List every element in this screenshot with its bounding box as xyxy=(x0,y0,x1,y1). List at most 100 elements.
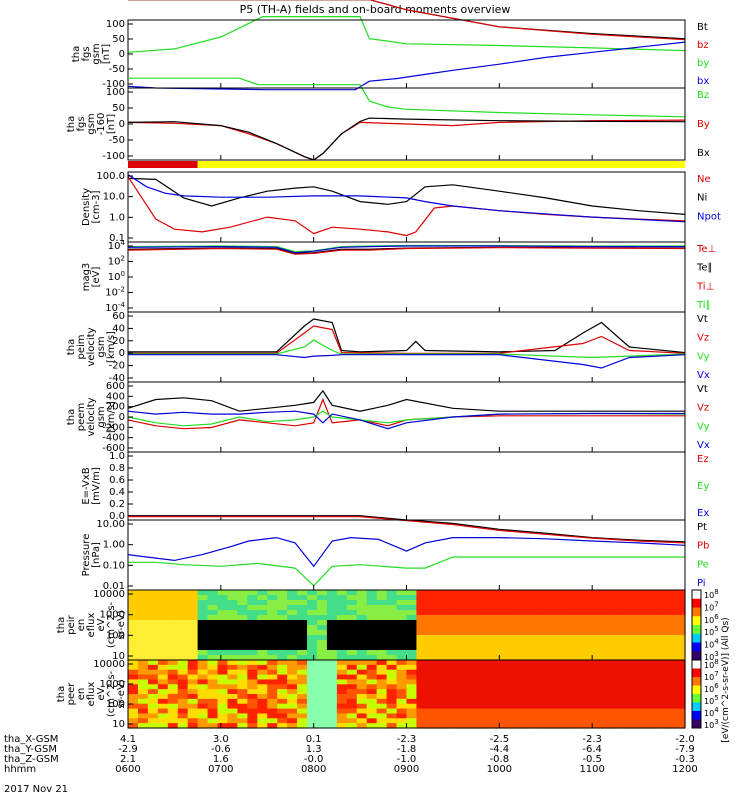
heatmap-cell xyxy=(446,590,457,596)
colorbar-tick-label: 106 xyxy=(704,613,719,625)
heatmap-cell xyxy=(525,640,537,646)
heatmap-cell xyxy=(416,600,427,606)
heatmap-cell xyxy=(257,590,268,596)
heatmap-cell xyxy=(267,703,278,710)
heatmap-cell xyxy=(386,635,398,641)
heatmap-cell xyxy=(456,600,467,606)
heatmap-cell xyxy=(277,664,288,671)
heatmap-cell xyxy=(197,718,209,724)
heatmap-cell xyxy=(595,708,607,715)
heatmap-cell xyxy=(645,625,656,631)
panel-label: tha xyxy=(66,409,77,425)
heatmap-cell xyxy=(326,630,338,636)
heatmap-cell xyxy=(366,660,378,666)
heatmap-cell xyxy=(426,595,437,601)
heatmap-cell xyxy=(396,664,408,671)
legend-entry: Vy xyxy=(697,421,710,432)
heatmap-cell xyxy=(157,605,169,611)
heatmap-cell xyxy=(535,595,547,601)
heatmap-cell xyxy=(277,708,288,715)
heatmap-cell xyxy=(456,605,467,611)
heatmap-cell xyxy=(635,664,646,671)
heatmap-cell xyxy=(287,630,298,636)
heatmap-cell xyxy=(326,669,338,676)
heatmap-cell xyxy=(386,625,398,631)
heatmap-cell xyxy=(326,595,338,601)
heatmap-cell xyxy=(177,664,189,671)
heatmap-cell xyxy=(346,595,358,601)
heatmap-cell xyxy=(446,684,457,690)
heatmap-cell xyxy=(525,630,537,636)
heatmap-cell xyxy=(406,679,418,685)
heatmap-cell xyxy=(287,723,298,729)
heatmap-cell xyxy=(555,600,567,606)
heatmap-cell xyxy=(565,610,577,616)
panel-label: [nPa] xyxy=(91,542,102,568)
series-line-bx xyxy=(127,41,686,91)
heatmap-cell xyxy=(496,625,507,631)
heatmap-cell xyxy=(545,684,557,690)
heatmap-cell xyxy=(396,684,408,690)
heatmap-cell xyxy=(366,600,378,606)
heatmap-cell xyxy=(187,669,199,676)
heatmap-cell xyxy=(316,620,328,626)
heatmap-cell xyxy=(167,708,179,715)
heatmap-cell xyxy=(376,620,388,626)
heatmap-cell xyxy=(496,664,507,671)
heatmap-cell xyxy=(575,610,587,616)
heatmap-cell xyxy=(396,655,408,661)
heatmap-cell xyxy=(287,660,298,666)
heatmap-cell xyxy=(366,664,378,671)
heatmap-cell xyxy=(316,610,328,616)
heatmap-cell xyxy=(336,620,348,626)
heatmap-cell xyxy=(496,723,507,729)
panel-label: Density xyxy=(81,188,92,226)
heatmap-cell xyxy=(297,625,308,631)
heatmap-cell xyxy=(277,625,288,631)
heatmap-cell xyxy=(605,684,616,690)
heatmap-cell xyxy=(456,615,467,621)
heatmap-cell xyxy=(655,698,666,705)
heatmap-cell xyxy=(376,698,388,705)
heatmap-cell xyxy=(446,645,457,651)
heatmap-cell xyxy=(157,723,169,729)
heatmap-cell xyxy=(496,645,507,651)
heatmap-cell xyxy=(426,703,437,710)
heatmap-cell xyxy=(207,660,219,666)
heatmap-cell xyxy=(655,708,666,715)
heatmap-cell xyxy=(426,625,437,631)
heatmap-cell xyxy=(128,689,139,695)
heatmap-cell xyxy=(177,590,189,596)
colorbar-tick-label: 105 xyxy=(704,694,719,706)
heatmap-cell xyxy=(615,645,626,651)
heatmap-cell xyxy=(316,718,328,724)
heatmap-cell xyxy=(257,664,268,671)
ephemeris-value: -4.4 xyxy=(490,744,510,755)
heatmap-cell xyxy=(505,590,517,596)
heatmap-cell xyxy=(336,595,348,601)
heatmap-cell xyxy=(316,684,328,690)
heatmap-cell xyxy=(466,590,477,596)
heatmap-cell xyxy=(585,674,597,681)
heatmap-cell xyxy=(287,718,298,724)
legend-entry: Ni xyxy=(697,193,707,204)
heatmap-cell xyxy=(655,655,666,661)
heatmap-cell xyxy=(177,620,189,626)
heatmap-cell xyxy=(257,645,268,651)
heatmap-cell xyxy=(436,595,447,601)
heatmap-cell xyxy=(346,703,358,710)
panel-label: gsm xyxy=(91,43,102,64)
heatmap-cell xyxy=(316,664,328,671)
heatmap-cell xyxy=(217,674,229,681)
heatmap-cell xyxy=(486,615,497,621)
heatmap-cell xyxy=(555,669,567,676)
heatmap-cell xyxy=(356,703,368,710)
heatmap-cell xyxy=(665,694,676,700)
y-tick-label: 0.01 xyxy=(103,581,125,592)
heatmap-cell xyxy=(247,698,258,705)
heatmap-cell xyxy=(555,615,567,621)
series-line-Vt xyxy=(127,389,685,412)
heatmap-cell xyxy=(217,684,229,690)
legend-entry: Pe xyxy=(697,559,709,570)
heatmap-cell xyxy=(595,635,607,641)
